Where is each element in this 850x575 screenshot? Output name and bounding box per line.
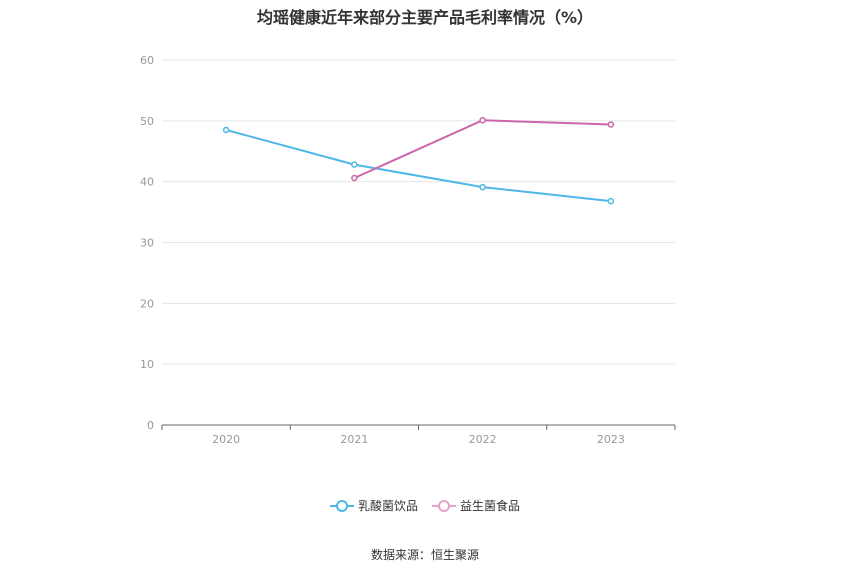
y-tick-label: 40 (140, 176, 154, 189)
series-layer (222, 116, 615, 205)
data-source: 数据来源：恒生聚源 (370, 548, 479, 562)
legend: 乳酸菌饮品 益生菌食品 (0, 497, 850, 514)
chart-title: 均瑶健康近年来部分主要产品毛利率情况（%） (256, 8, 594, 27)
y-tick-label: 10 (140, 358, 154, 371)
x-tick-label: 2021 (340, 433, 368, 446)
legend-marker-icon (432, 499, 456, 512)
x-tick-label: 2023 (597, 433, 625, 446)
y-axis: 0 10 20 30 40 50 60 (140, 54, 154, 432)
y-tick-label: 20 (140, 297, 154, 310)
legend-item-lactic-drink[interactable]: 乳酸菌饮品 (329, 497, 418, 514)
y-tick-label: 50 (140, 115, 154, 128)
legend-label: 乳酸菌饮品 (357, 499, 418, 513)
grid-lines (162, 59, 675, 365)
data-point[interactable] (607, 121, 615, 128)
data-point[interactable] (222, 126, 230, 134)
y-tick-label: 60 (140, 54, 154, 67)
x-axis: 2020 2021 2022 2023 (161, 424, 676, 446)
y-tick-label: 0 (147, 419, 154, 432)
data-point[interactable] (351, 161, 358, 168)
data-point[interactable] (607, 197, 615, 205)
data-point[interactable] (479, 116, 486, 124)
x-tick-label: 2022 (469, 433, 497, 446)
series-line-0 (225, 128, 611, 203)
data-point[interactable] (479, 183, 486, 191)
data-point[interactable] (351, 174, 358, 182)
legend-marker-icon (329, 499, 354, 512)
legend-label: 益生菌食品 (460, 499, 521, 513)
series-line-1 (353, 119, 611, 179)
legend-item-probiotic-food[interactable]: 益生菌食品 (432, 497, 520, 514)
line-chart: 0 10 20 30 40 50 60 2020 2021 2022 2023 (140, 54, 676, 446)
x-tick-label: 2020 (212, 433, 240, 446)
y-tick-label: 30 (140, 237, 154, 250)
